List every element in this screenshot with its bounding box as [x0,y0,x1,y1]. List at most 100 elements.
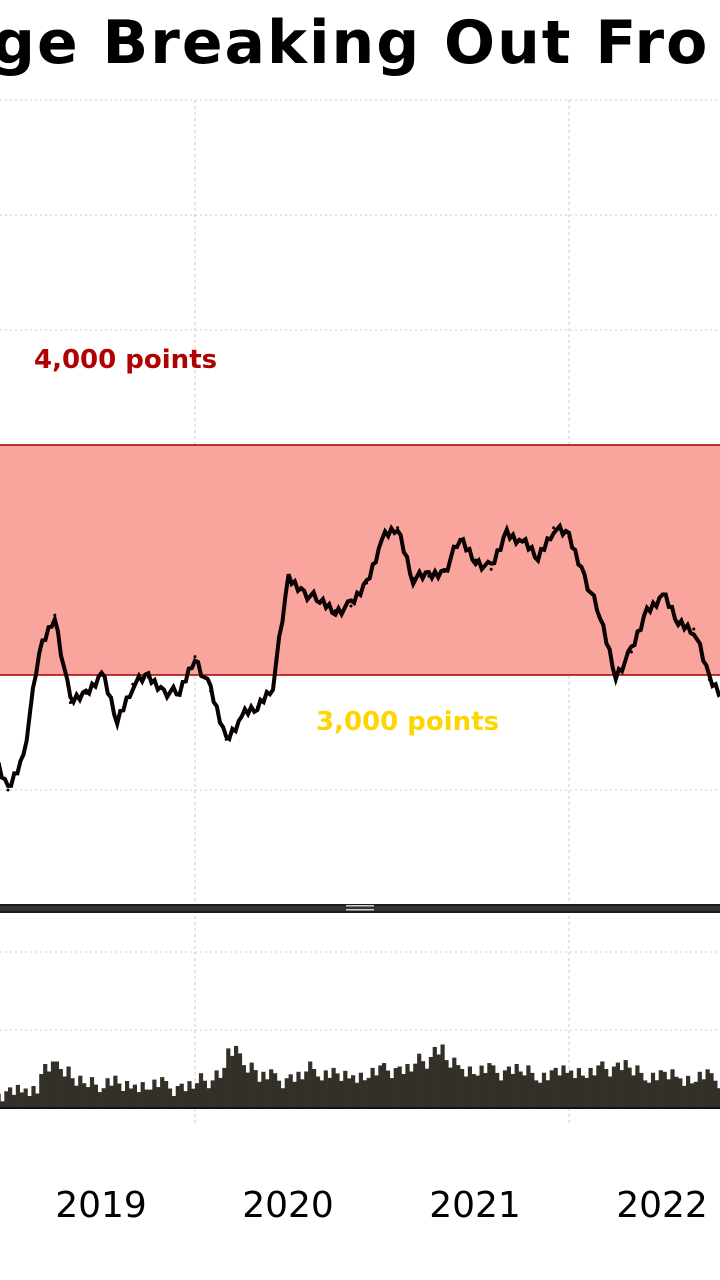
volume-bar [432,1047,437,1108]
volume-bar [588,1067,593,1108]
x-tick-label: 2019 [55,1185,147,1226]
volume-bar [670,1069,675,1108]
volume-bar [650,1072,656,1108]
volume-bar [50,1061,56,1108]
volume-bar [514,1064,519,1108]
price-point [193,655,197,659]
volume-bar [171,1096,176,1108]
volume-bar [195,1083,200,1108]
volume-bar [74,1085,79,1108]
price-point [53,613,57,617]
volume-bar [421,1061,426,1108]
x-tick-label: 2021 [429,1185,521,1226]
volume-bar [682,1085,687,1108]
price-point [442,570,446,573]
volume-bar [202,1080,207,1108]
panel-divider[interactable] [0,904,720,913]
volume-bar [308,1061,313,1108]
volume-bar [89,1077,95,1108]
volume-bar [218,1077,223,1108]
volume-bar [296,1071,301,1108]
price-point [100,671,104,675]
volume-bar [234,1045,239,1108]
drag-handle-icon[interactable] [346,905,374,907]
volume-bar [167,1088,173,1108]
volume-bar [510,1074,515,1108]
volume-bar [222,1067,227,1108]
volume-bar [109,1085,114,1108]
volume-bar [424,1068,430,1108]
range-band [0,445,720,675]
volume-bar [499,1080,504,1108]
volume-bar [113,1075,118,1108]
volume-bar [686,1075,691,1108]
volume-bar [249,1062,254,1108]
volume-bar [436,1054,441,1108]
volume-bar [265,1079,270,1108]
volume-bar [362,1080,367,1108]
price-point [240,714,244,718]
volume-bar [0,1101,5,1108]
volume-bar [647,1082,652,1108]
volume-bar [327,1077,332,1108]
volume-bar [584,1077,589,1108]
price-point [458,537,462,541]
price-point [255,705,259,709]
volume-bar [125,1081,130,1108]
price-point [567,535,571,539]
volume-bar [428,1057,433,1108]
volume-bar [615,1062,620,1108]
volume-bar [257,1081,262,1108]
volume-bar [561,1065,566,1108]
volume-bar [545,1080,550,1108]
volume-bar [666,1079,671,1108]
volume-bar [273,1073,278,1108]
volume-bar [401,1074,406,1108]
price-point [692,627,696,631]
price-point [489,567,493,571]
volume-bar [136,1092,141,1108]
price-point [146,675,150,679]
price-point [427,574,431,578]
volume-bar [709,1073,714,1108]
volume-bar [717,1088,720,1108]
band-low-label: 3,000 points [316,707,499,737]
volume-bar [553,1067,558,1108]
volume-bar [592,1075,597,1108]
volume-bar [619,1070,624,1108]
volume-bar [565,1072,570,1108]
price-point [629,650,633,654]
price-point [365,581,369,585]
volume-bar [689,1083,695,1108]
volume-bar [460,1069,465,1108]
volume-bar [596,1065,601,1108]
volume-bar [35,1093,40,1108]
volume-bar [206,1088,211,1108]
volume-bar [678,1078,683,1108]
volume-bar [128,1088,134,1108]
price-point [552,526,556,530]
volume-bar [417,1053,422,1108]
volume-bar [502,1070,508,1108]
volume-bar [319,1080,324,1108]
volume-bar [261,1071,266,1108]
price-point [474,558,478,562]
volume-bar [627,1067,632,1108]
volume-bar [198,1073,204,1108]
volume-bar [611,1066,617,1108]
price-point [645,609,649,613]
volume-bar [214,1070,219,1108]
volume-bar [541,1072,547,1108]
volume-bar [284,1078,289,1108]
price-point [520,540,524,544]
volume-bar [8,1087,13,1108]
volume-bar [631,1075,636,1108]
volume-bar [385,1070,391,1108]
price-point [271,682,275,686]
volume-bar [121,1091,126,1108]
volume-bar [152,1079,157,1108]
volume-bar [409,1071,414,1108]
volume-bar [635,1065,640,1108]
volume-bar [452,1057,457,1108]
price-point [536,556,540,560]
